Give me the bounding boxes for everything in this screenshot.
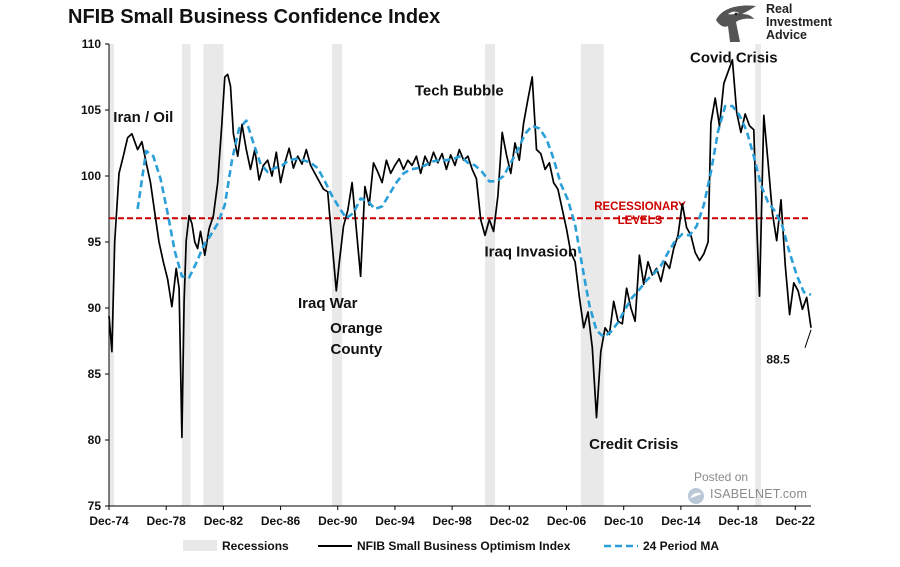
annotation-7: Covid Crisis [690, 49, 778, 66]
chart-title: NFIB Small Business Confidence Index [68, 6, 441, 28]
legend-swatch-recessions [183, 540, 217, 551]
brand-line-1: Real [766, 2, 793, 16]
x-tick-label-11: Dec-18 [718, 514, 758, 528]
y-tick-label-6: 105 [81, 103, 101, 117]
brand-block: Real Investment Advice [712, 2, 852, 46]
x-tick-label-0: Dec-74 [89, 514, 129, 528]
axes: 75 80 85 90 95 100 105 110 Dec-74 Dec-78 Dec-82 Dec… [81, 37, 815, 528]
brand-line-3: Advice [766, 28, 807, 42]
x-tick-label-4: Dec-90 [318, 514, 358, 528]
x-tick-label-1: Dec-78 [147, 514, 187, 528]
recession-band-2 [203, 44, 224, 506]
y-tick-label-5: 100 [81, 169, 101, 183]
posted-on-label: Posted on [694, 470, 749, 484]
brand-name: Real Investment Advice [766, 3, 832, 42]
x-tick-label-12: Dec-22 [776, 514, 816, 528]
annotation-0: Iran / Oil [113, 109, 173, 126]
last-value-pointer [804, 329, 812, 348]
y-tick-label-2: 85 [88, 367, 102, 381]
x-tick-label-3: Dec-86 [261, 514, 301, 528]
legend: Recessions NFIB Small Business Optimism I… [183, 539, 719, 553]
legend-label-2: 24 Period MA [643, 539, 719, 553]
threshold-label-1: RECESSIONARY [594, 201, 686, 213]
y-tick-label-0: 75 [88, 499, 102, 513]
annotation-3: County [331, 341, 383, 358]
y-tick-label-7: 110 [82, 37, 102, 51]
legend-label-0: Recessions [222, 539, 289, 553]
x-tick-label-9: Dec-10 [604, 514, 644, 528]
recession-band-0 [109, 44, 115, 506]
recession-band-3 [332, 44, 343, 506]
recession-band-4 [485, 44, 496, 506]
annotation-2: Orange [330, 320, 383, 337]
eagle-logo-icon [716, 5, 756, 43]
legend-label-1: NFIB Small Business Optimism Index [357, 539, 571, 553]
brand-line-2: Investment [766, 15, 832, 29]
y-tick-label-1: 80 [88, 433, 102, 447]
annotations: Iran / Oil Iraq War Orange County Tech Bubbl… [113, 49, 790, 453]
recession-threshold: RECESSIONARY LEVELS [109, 201, 811, 227]
y-tick-label-3: 90 [88, 301, 102, 315]
x-tick-label-5: Dec-94 [375, 514, 415, 528]
annotation-8: 88.5 [766, 352, 790, 366]
nfib-index-line [108, 58, 812, 439]
recession-band-1 [181, 44, 191, 506]
posted-on-badge: Posted on ISABELNET.com [686, 470, 816, 506]
annotation-4: Tech Bubble [415, 82, 504, 99]
x-tick-label-10: Dec-14 [661, 514, 701, 528]
x-tick-label-8: Dec-06 [547, 514, 587, 528]
x-tick-label-6: Dec-98 [432, 514, 472, 528]
y-tick-label-4: 95 [88, 235, 102, 249]
x-tick-label-2: Dec-82 [204, 514, 244, 528]
annotation-6: Credit Crisis [589, 436, 678, 453]
moving-average-line [136, 104, 812, 339]
threshold-label-2: LEVELS [618, 215, 663, 227]
isabelnet-logo-icon [688, 488, 704, 504]
posted-site-label: ISABELNET.com [710, 487, 808, 501]
annotation-1: Iraq War [298, 295, 358, 312]
x-tick-label-7: Dec-02 [490, 514, 530, 528]
annotation-5: Iraq Invasion [485, 244, 578, 261]
series-lines [108, 58, 812, 439]
